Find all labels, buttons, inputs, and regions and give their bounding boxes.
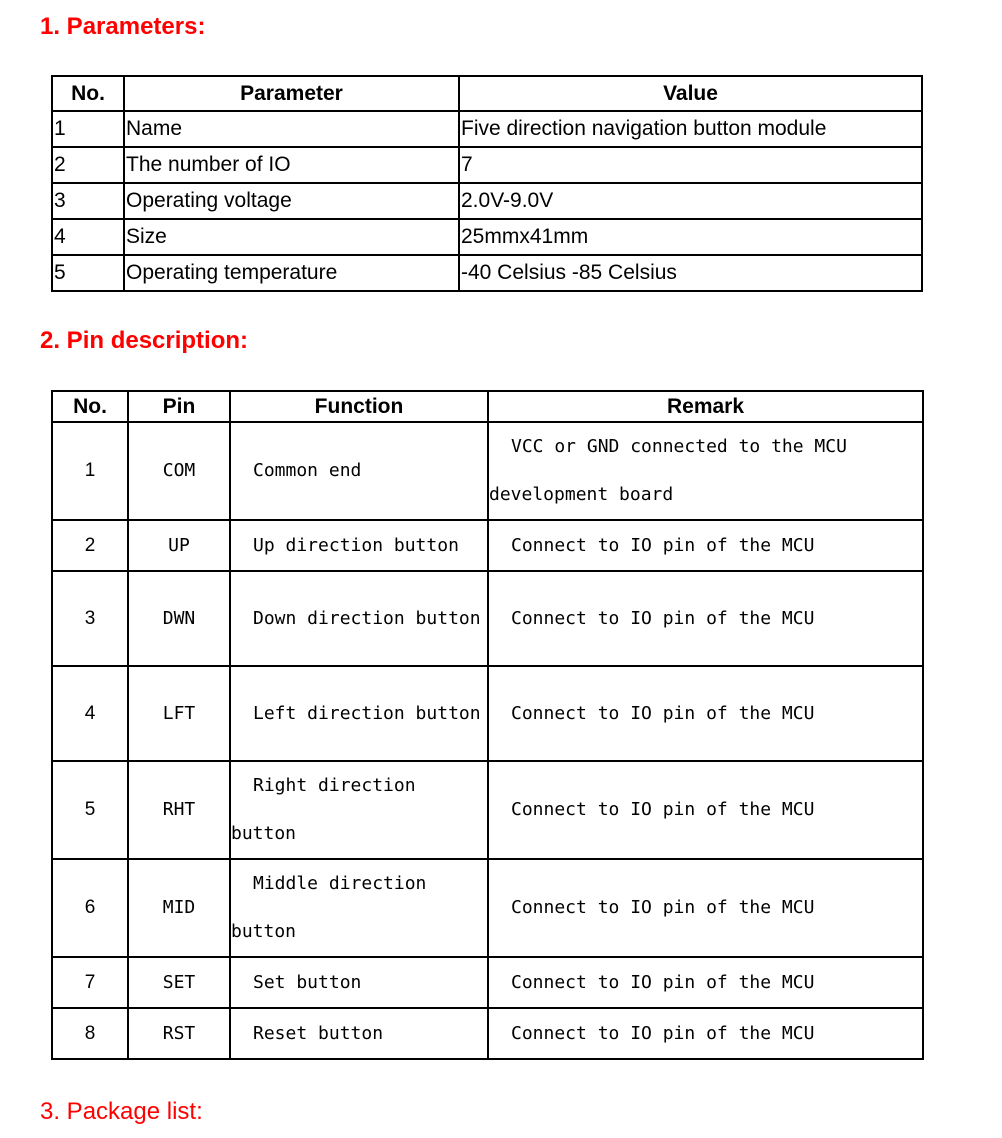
cell-no: 4	[51, 665, 129, 762]
table-row: 3 DWN Down direction button Connect to IO p…	[51, 570, 924, 667]
cell-pin: COM	[127, 421, 231, 521]
parameters-table: No. Parameter Value 1 Name Five direction na…	[51, 75, 923, 292]
cell-parameter: The number of IO	[123, 146, 460, 184]
cell-function: Set button	[229, 956, 489, 1009]
cell-pin: LFT	[127, 665, 231, 762]
table-row: 3 Operating voltage 2.0V-9.0V	[51, 182, 923, 220]
table-row: 1 COM Common end VCC or GND connected to th…	[51, 421, 924, 521]
cell-function: Up direction button	[229, 519, 489, 572]
cell-pin: DWN	[127, 570, 231, 667]
table-row: 4 LFT Left direction button Connect to IO p…	[51, 665, 924, 762]
cell-parameter: Operating temperature	[123, 254, 460, 292]
header-no: No.	[51, 75, 125, 112]
cell-no: 6	[51, 858, 129, 958]
table-row: 1 Name Five direction navigation button mo…	[51, 110, 923, 148]
cell-pin: UP	[127, 519, 231, 572]
cell-no: 2	[51, 519, 129, 572]
cell-value: Five direction navigation button module	[458, 110, 923, 148]
cell-value: 25mmx41mm	[458, 218, 923, 256]
cell-function: Down direction button	[229, 570, 489, 667]
table-row: 5 Operating temperature -40 Celsius -85 Ce…	[51, 254, 923, 292]
header-value: Value	[458, 75, 923, 112]
cell-remark: VCC or GND connected to the MCU developm…	[487, 421, 924, 521]
section-title-parameters: 1. Parameters:	[40, 13, 206, 40]
cell-pin: MID	[127, 858, 231, 958]
cell-remark: Connect to IO pin of the MCU	[487, 956, 924, 1009]
cell-no: 5	[51, 760, 129, 860]
cell-remark: Connect to IO pin of the MCU	[487, 760, 924, 860]
cell-parameter: Name	[123, 110, 460, 148]
header-parameter: Parameter	[123, 75, 460, 112]
cell-function: Left direction button	[229, 665, 489, 762]
cell-value: 7	[458, 146, 923, 184]
cell-no: 7	[51, 956, 129, 1009]
cell-remark: Connect to IO pin of the MCU	[487, 858, 924, 958]
table-row: 8 RST Reset button Connect to IO pin of the…	[51, 1007, 924, 1060]
table-row: 7 SET Set button Connect to IO pin of the M…	[51, 956, 924, 1009]
cell-no: 8	[51, 1007, 129, 1060]
table-row: 5 RHT Right direction button Connect to IO …	[51, 760, 924, 860]
table-row: 6 MID Middle direction button Connect to IO…	[51, 858, 924, 958]
cell-no: 5	[51, 254, 125, 292]
table-row: 2 The number of IO 7	[51, 146, 923, 184]
header-function: Function	[229, 390, 489, 423]
cell-value: -40 Celsius -85 Celsius	[458, 254, 923, 292]
cell-remark: Connect to IO pin of the MCU	[487, 665, 924, 762]
cell-no: 3	[51, 570, 129, 667]
cell-parameter: Size	[123, 218, 460, 256]
cell-no: 3	[51, 182, 125, 220]
cell-function: Common end	[229, 421, 489, 521]
cell-function: Right direction button	[229, 760, 489, 860]
cell-remark: Connect to IO pin of the MCU	[487, 519, 924, 572]
cell-function: Reset button	[229, 1007, 489, 1060]
header-remark: Remark	[487, 390, 924, 423]
header-no: No.	[51, 390, 129, 423]
section-title-package-list: 3. Package list:	[40, 1098, 203, 1125]
cell-pin: RST	[127, 1007, 231, 1060]
pin-description-table: No. Pin Function Remark 1 COM Common end VCC o…	[51, 390, 924, 1060]
cell-function: Middle direction button	[229, 858, 489, 958]
cell-no: 4	[51, 218, 125, 256]
cell-parameter: Operating voltage	[123, 182, 460, 220]
cell-remark: Connect to IO pin of the MCU	[487, 1007, 924, 1060]
table-row: 2 UP Up direction button Connect to IO pin …	[51, 519, 924, 572]
cell-no: 1	[51, 421, 129, 521]
header-pin: Pin	[127, 390, 231, 423]
cell-pin: RHT	[127, 760, 231, 860]
cell-pin: SET	[127, 956, 231, 1009]
table-row: 4 Size 25mmx41mm	[51, 218, 923, 256]
cell-no: 2	[51, 146, 125, 184]
cell-no: 1	[51, 110, 125, 148]
cell-value: 2.0V-9.0V	[458, 182, 923, 220]
cell-remark: Connect to IO pin of the MCU	[487, 570, 924, 667]
section-title-pin-description: 2. Pin description:	[40, 327, 249, 354]
